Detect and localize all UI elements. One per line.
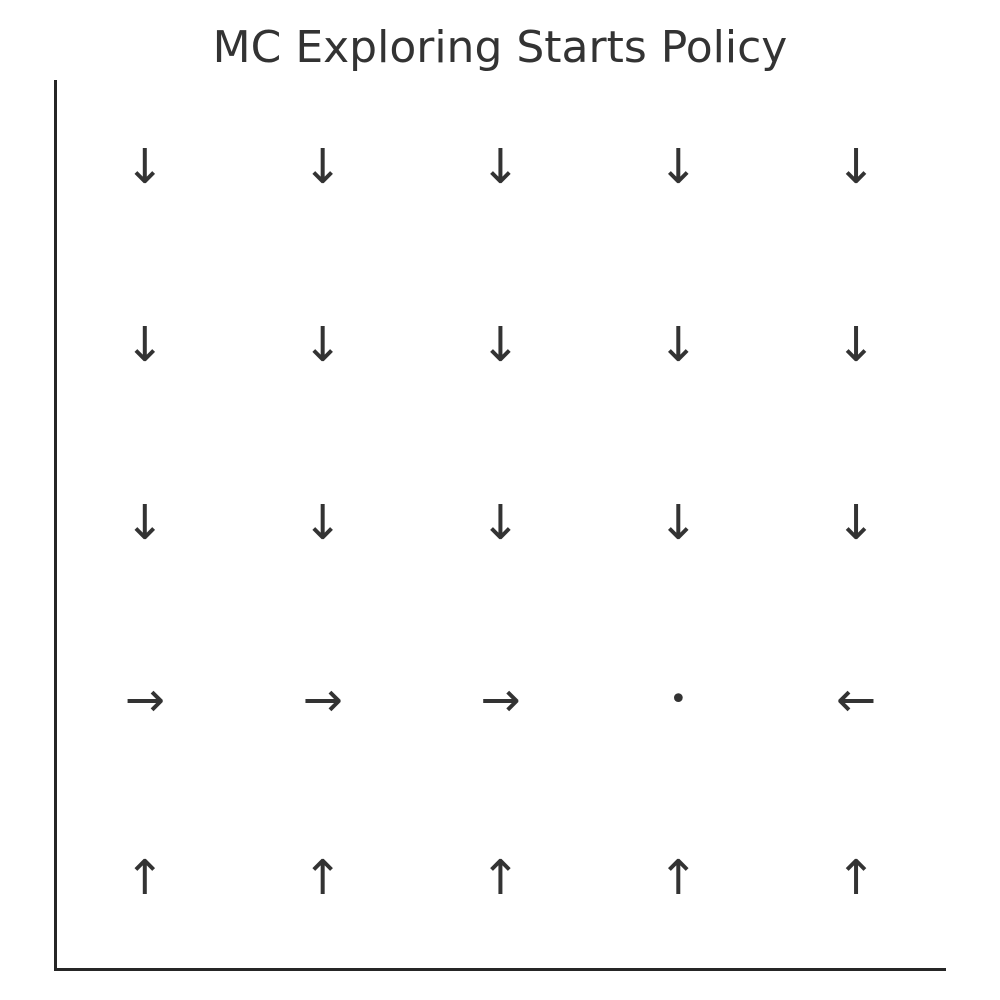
policy-grid: ↓ ↓ ↓ ↓ ↓ ↓ ↓ ↓ ↓ ↓ ↓ ↓ ↓ ↓ ↓ → → → • ← ↑ ↑ ↑ ↑ ↑ — [56, 80, 945, 969]
up-arrow-icon: ↑ — [658, 850, 699, 907]
up-arrow-icon: ↑ — [302, 850, 343, 907]
down-arrow-icon: ↓ — [124, 494, 165, 551]
right-arrow-icon: → — [124, 672, 165, 729]
down-arrow-icon: ↓ — [658, 316, 699, 373]
up-arrow-icon: ↑ — [480, 850, 521, 907]
left-axis-spine — [54, 80, 57, 971]
down-arrow-icon: ↓ — [302, 316, 343, 373]
terminal-dot-icon: • — [669, 682, 688, 718]
right-arrow-icon: → — [302, 672, 343, 729]
down-arrow-icon: ↓ — [658, 494, 699, 551]
down-arrow-icon: ↓ — [835, 316, 877, 373]
down-arrow-icon: ↓ — [480, 494, 521, 551]
down-arrow-icon: ↓ — [124, 316, 165, 373]
right-arrow-icon: → — [480, 672, 521, 729]
bottom-axis-spine — [54, 968, 946, 971]
down-arrow-icon: ↓ — [480, 316, 521, 373]
down-arrow-icon: ↓ — [124, 138, 165, 195]
down-arrow-icon: ↓ — [302, 138, 343, 195]
down-arrow-icon: ↓ — [835, 138, 877, 195]
down-arrow-icon: ↓ — [658, 138, 699, 195]
down-arrow-icon: ↓ — [480, 138, 521, 195]
figure-title: MC Exploring Starts Policy — [212, 22, 788, 73]
left-arrow-icon: ← — [835, 672, 877, 729]
down-arrow-icon: ↓ — [835, 494, 877, 551]
up-arrow-icon: ↑ — [124, 850, 165, 907]
down-arrow-icon: ↓ — [302, 494, 343, 551]
up-arrow-icon: ↑ — [835, 850, 877, 907]
